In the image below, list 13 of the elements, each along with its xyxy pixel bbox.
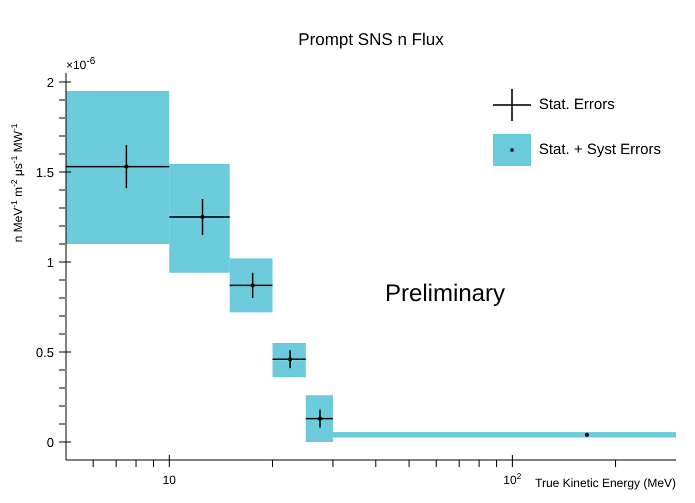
chart-title: Prompt SNS n Flux [298,30,444,49]
text: ×10$^{-6}$ [66,56,96,72]
y-tick-label: 0.5 [36,345,54,360]
x-axis-title: True Kinetic Energy (MeV) [535,476,676,490]
y-tick-label: 1.5 [36,165,54,180]
x-tick-label: 10$^{2}$ [503,471,522,487]
x-tick-label: 10 [162,473,176,487]
legend-label: Stat. Errors [538,96,615,113]
annotation: Preliminary [385,280,506,307]
y-tick-label: 0 [46,435,54,450]
y-tick-label: 1 [46,255,54,270]
y-tick-label: 2 [46,75,54,90]
legend-label: Stat. + Syst Errors [538,141,661,158]
